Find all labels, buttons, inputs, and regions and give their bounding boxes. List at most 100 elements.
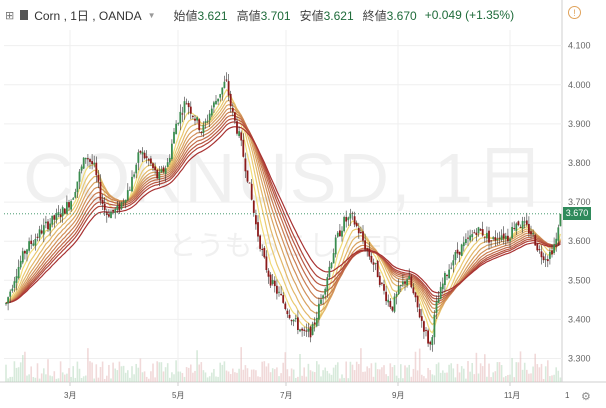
candle-body [381, 282, 383, 284]
volume-bar [418, 348, 421, 382]
volume-bar [540, 363, 543, 382]
close-label: 終値 [362, 8, 387, 23]
candle-body [492, 237, 495, 239]
volume-bar [173, 374, 175, 382]
volume-bar [229, 374, 232, 382]
volume-bar [484, 354, 486, 382]
volume-bar [355, 361, 358, 382]
volume-bar [374, 362, 377, 382]
volume-bar [97, 377, 100, 382]
volume-bar [34, 377, 37, 382]
volume-bar [442, 370, 444, 382]
candle-body [135, 164, 138, 174]
volume-bar [187, 367, 190, 382]
candle-body [129, 189, 131, 191]
volume-bar [110, 378, 112, 382]
volume-bar [114, 368, 116, 382]
candle-body [76, 181, 79, 193]
settings-icon[interactable]: ⚙ [581, 391, 591, 403]
candle-body [192, 115, 194, 117]
volume-bar [47, 359, 49, 382]
volume-bar [122, 365, 125, 382]
volume-bar [505, 376, 507, 382]
candle-body [68, 202, 70, 208]
volume-bar [345, 361, 347, 382]
candle-body [206, 120, 209, 122]
volume-bar [30, 366, 32, 382]
volume-bar [57, 378, 60, 382]
volume-bar [162, 371, 165, 382]
chevron-down-icon[interactable]: ▼ [147, 10, 156, 20]
candle-body [112, 209, 114, 212]
volume-bar [372, 376, 375, 382]
volume-bar [139, 358, 142, 382]
candle-body [391, 306, 394, 311]
volume-bar [526, 369, 528, 382]
volume-bar [137, 367, 140, 382]
candle-body [267, 270, 270, 277]
volume-bar [479, 363, 482, 382]
candle-body [236, 121, 238, 134]
volume-bar [169, 377, 171, 382]
candle-body [200, 131, 203, 133]
candle-body [49, 223, 51, 231]
alert-icon[interactable]: ! [568, 6, 581, 19]
volume-bar [408, 364, 410, 382]
candle-body [324, 288, 327, 295]
candle-body [399, 285, 402, 287]
candle-body [349, 213, 352, 219]
volume-bar [549, 376, 551, 382]
volume-bar [316, 361, 318, 382]
candle-body [439, 286, 442, 299]
candle-body [175, 123, 177, 135]
candle-body [486, 232, 488, 239]
candle-body [559, 213, 562, 227]
volume-bar [26, 375, 28, 382]
collapse-icon[interactable] [20, 10, 29, 20]
candle-body [376, 260, 379, 278]
candle-body [448, 269, 450, 279]
candle-body [152, 163, 154, 169]
candle-body [147, 158, 150, 161]
volume-bar [305, 376, 308, 382]
candle-body [164, 168, 167, 174]
volume-bar [437, 362, 440, 382]
candle-body [5, 303, 7, 305]
volume-bar [324, 367, 326, 382]
candle-body [9, 291, 12, 297]
symbol-label[interactable]: Corn , 1日 , OANDA [34, 8, 142, 23]
candle-body [462, 242, 465, 247]
candle-body [74, 191, 77, 198]
candle-body [483, 236, 486, 238]
volume-bar [412, 368, 415, 382]
volume-bar [190, 364, 192, 382]
volume-bar [192, 372, 194, 382]
candle-body [404, 281, 406, 284]
candle-body [305, 330, 308, 332]
candle-body [126, 190, 129, 201]
candle-body [460, 244, 463, 256]
candle-body [534, 235, 537, 246]
low-value: 3.621 [323, 8, 354, 23]
candle-body [120, 202, 123, 209]
volume-bar [404, 365, 406, 382]
candle-body [507, 235, 509, 242]
volume-bar [389, 363, 392, 382]
volume-bar [236, 372, 238, 382]
candle-body [397, 286, 400, 295]
volume-bar [250, 369, 253, 382]
volume-bar [248, 376, 251, 382]
candle-body [311, 323, 314, 336]
expand-icon[interactable]: ⊞ [5, 9, 15, 22]
candle-body [370, 255, 373, 263]
volume-bar [265, 366, 268, 382]
candle-body [366, 248, 369, 251]
volume-bar [297, 376, 299, 382]
candle-body [45, 221, 47, 224]
volume-bar [143, 371, 146, 382]
candle-body [502, 233, 505, 239]
candle-body [509, 238, 511, 242]
volume-bar [492, 372, 494, 382]
candle-body [473, 232, 476, 234]
